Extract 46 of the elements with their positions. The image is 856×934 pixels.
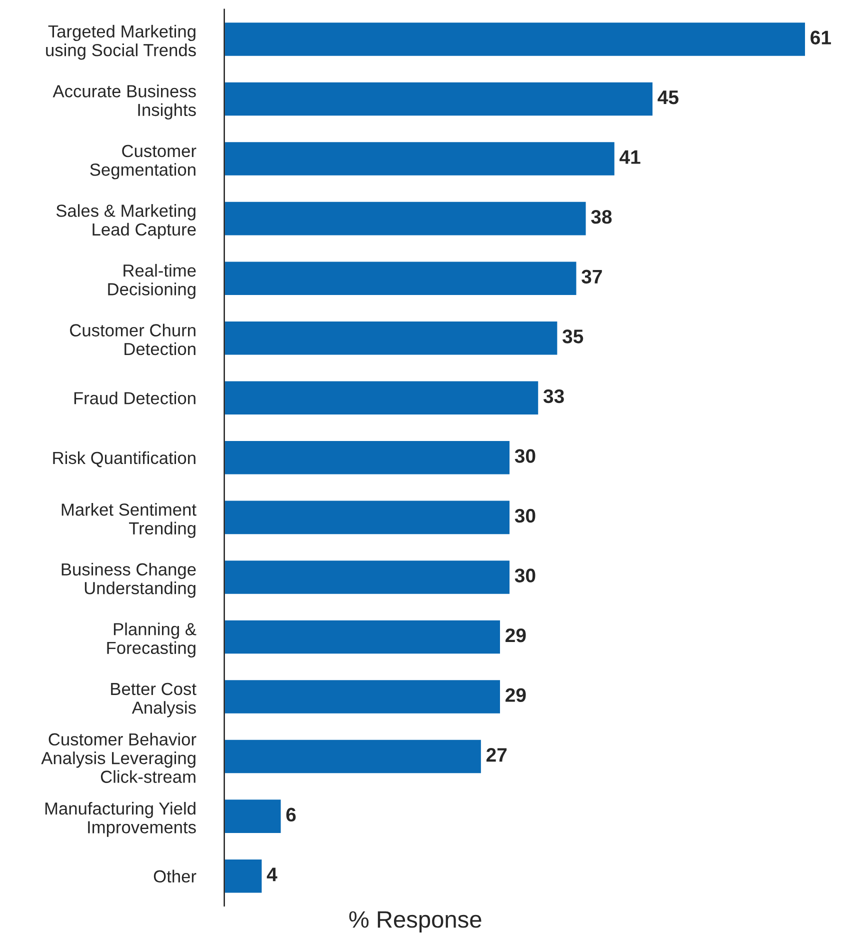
bar (224, 440, 511, 476)
data-label: 61 (810, 30, 831, 44)
data-label: 4 (266, 868, 278, 882)
data-label: 30 (514, 449, 536, 463)
bar (224, 140, 616, 177)
bar (224, 380, 540, 416)
y-tick-label: Planning & Forecasting (107, 622, 196, 658)
y-tick-label: Fraud Detection (74, 392, 196, 404)
y-tick-label: Targeted Marketing using Social Trends (46, 24, 196, 60)
y-tick-label: Market Sentiment Trending (62, 503, 196, 538)
y-tick-label: Better Cost Analysis (111, 682, 196, 718)
data-label: 37 (582, 270, 602, 284)
y-tick-label: Real-time Decisioning (108, 264, 196, 299)
bar (224, 858, 264, 894)
bar (224, 260, 578, 296)
y-tick-label: Risk Quantification (53, 451, 196, 468)
data-label: 27 (486, 748, 507, 762)
y-tick-label: Business Change Understanding (62, 562, 196, 598)
data-label: 6 (286, 808, 296, 822)
data-label: 38 (591, 210, 612, 224)
bar (224, 320, 559, 356)
data-label: 33 (543, 389, 564, 404)
data-label: 30 (514, 568, 536, 582)
y-tick-label: Sales & Marketing Lead Capture (56, 204, 196, 240)
bar (224, 738, 482, 775)
bar (224, 798, 282, 834)
bar (224, 200, 588, 237)
data-label: 29 (506, 628, 526, 642)
data-label: 35 (562, 330, 584, 344)
data-label: 45 (658, 90, 678, 104)
y-tick-label: Accurate Business Insights (52, 84, 196, 120)
data-label: 30 (514, 508, 536, 523)
bar (224, 678, 502, 715)
bar (224, 559, 511, 596)
bar (224, 618, 502, 656)
y-tick-label: Customer Segmentation (90, 144, 196, 180)
y-tick-label: Other (154, 870, 196, 883)
data-label: 29 (506, 688, 526, 702)
bar (224, 21, 806, 58)
data-label: 41 (620, 150, 640, 164)
bar (224, 80, 654, 118)
y-tick-label: Customer Churn Detection (70, 324, 196, 356)
y-tick-label: Manufacturing Yield Improvements (45, 802, 196, 837)
y-tick-label: Customer Behavior Analysis Leveraging Click-stream (41, 732, 196, 783)
x-axis-title: % Response (349, 911, 482, 932)
bar (224, 499, 511, 536)
